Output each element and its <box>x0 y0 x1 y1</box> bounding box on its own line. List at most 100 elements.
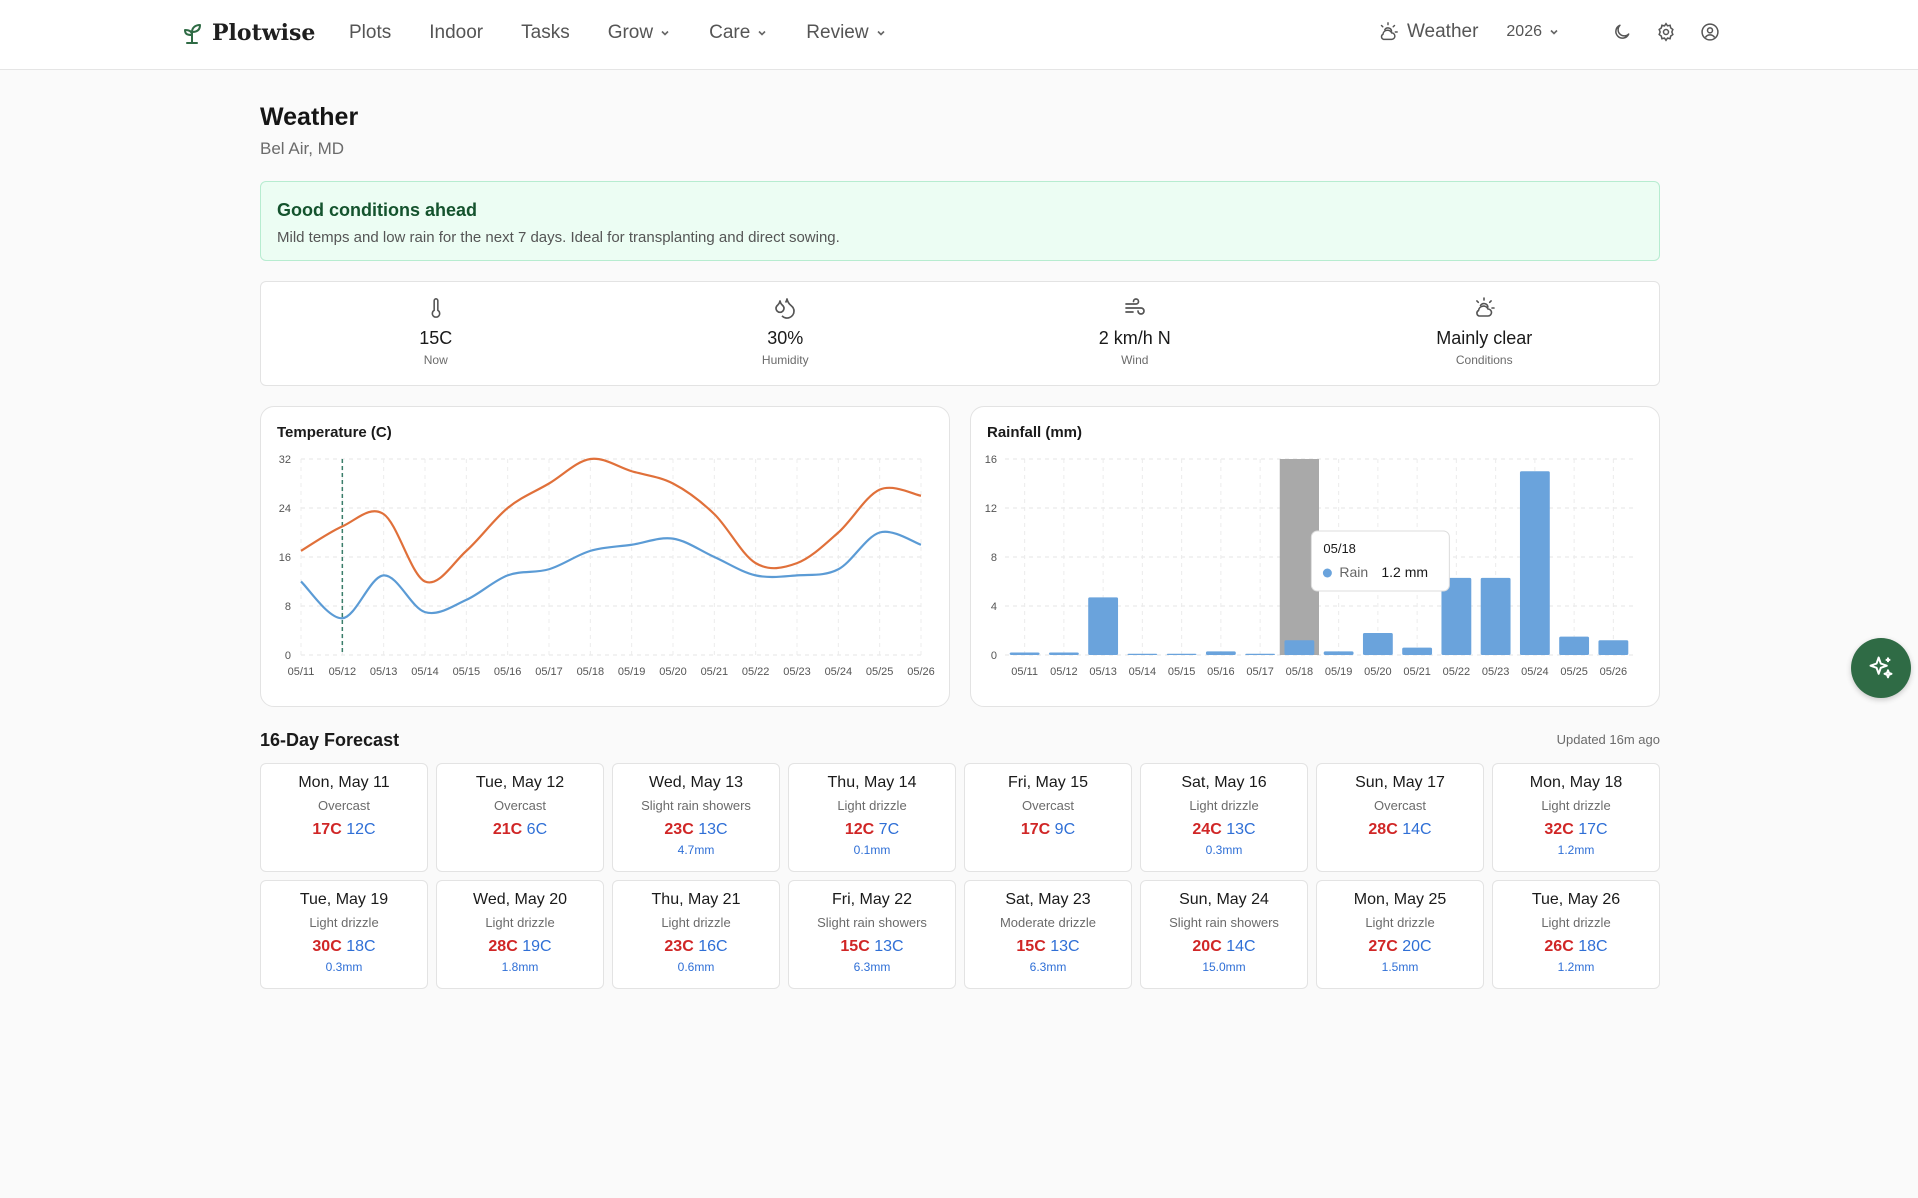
forecast-rain: 6.3mm <box>853 960 891 974</box>
forecast-day-card[interactable]: Mon, May 25 Light drizzle 27C 20C 1.5mm <box>1316 880 1484 989</box>
forecast-high: 17C <box>1020 821 1051 838</box>
forecast-date: Tue, May 26 <box>1531 891 1621 908</box>
brand-name: Plotwise <box>212 20 316 46</box>
stat-now: 15C Now <box>261 282 611 385</box>
x-tick-label: 05/17 <box>535 666 563 678</box>
forecast-grid: Mon, May 11 Overcast 17C 12C Tue, May 12 Ove… <box>260 763 1662 989</box>
chart-tooltip: 05/18 Rain 1.2 mm <box>1310 530 1450 592</box>
forecast-condition: Light drizzle <box>485 915 555 930</box>
thermometer-icon <box>431 298 441 318</box>
top-nav: Plotwise Plots Indoor Tasks Grow Care Re… <box>0 0 1918 70</box>
y-tick-label: 16 <box>985 454 997 466</box>
tooltip-category: 05/18 <box>1323 541 1356 556</box>
forecast-condition: Overcast <box>1373 798 1426 813</box>
assistant-button[interactable] <box>1851 638 1911 698</box>
temperature-chart[interactable]: 0 8 16 24 32 05/11 05/12 05/13 05/14 05/15 05/16 05… <box>261 407 951 708</box>
chevron-down-icon <box>661 30 669 36</box>
nav-dropdown-review[interactable]: Review <box>806 22 886 44</box>
x-tick-label: 05/16 <box>1207 666 1235 678</box>
forecast-day-card[interactable]: Sat, May 23 Moderate drizzle 15C 13C 6.3mm <box>964 880 1132 989</box>
forecast-updated: Updated 16m ago <box>1556 732 1660 747</box>
forecast-condition: Light drizzle <box>661 915 731 930</box>
tooltip-box <box>1310 530 1450 592</box>
forecast-date: Sat, May 16 <box>1181 774 1267 791</box>
nav-dropdown-label: Grow <box>607 22 654 43</box>
forecast-day-card[interactable]: Wed, May 20 Light drizzle 28C 19C 1.8mm <box>436 880 604 989</box>
forecast-day-card[interactable]: Tue, May 12 Overcast 21C 6C <box>436 763 604 872</box>
forecast-high: 12C <box>844 821 875 838</box>
forecast-day-card[interactable]: Wed, May 13 Slight rain showers 23C 13C 4.7… <box>612 763 780 872</box>
chevron-down-icon <box>1550 29 1558 35</box>
x-tick-label: 05/15 <box>1168 666 1196 678</box>
forecast-date: Fri, May 15 <box>1007 774 1088 791</box>
nav-link-plots[interactable]: Plots <box>349 22 392 43</box>
dark-mode-toggle[interactable] <box>1610 20 1634 44</box>
x-tick-label: 05/25 <box>1560 666 1588 678</box>
brand[interactable]: Plotwise <box>180 20 315 46</box>
bar <box>1009 652 1040 655</box>
tooltip-swatch <box>1322 568 1332 578</box>
year-select[interactable]: 2026 <box>1506 23 1560 41</box>
settings-button[interactable] <box>1654 20 1678 44</box>
forecast-day-card[interactable]: Thu, May 14 Light drizzle 12C 7C 0.1mm <box>788 763 956 872</box>
x-tick-label: 05/23 <box>783 666 811 678</box>
forecast-day-card[interactable]: Thu, May 21 Light drizzle 23C 16C 0.6mm <box>612 880 780 989</box>
forecast-date: Tue, May 12 <box>475 774 565 791</box>
forecast-condition: Overcast <box>1021 798 1074 813</box>
forecast-low: 18C <box>346 938 376 955</box>
nav-link-indoor[interactable]: Indoor <box>429 22 484 43</box>
droplets-icon <box>775 298 796 319</box>
stat-label: Wind <box>1121 353 1149 367</box>
forecast-title: 16-Day Forecast <box>260 730 400 750</box>
forecast-high: 23C <box>664 938 694 955</box>
forecast-low: 20C <box>1402 938 1432 955</box>
nav-dropdown-care[interactable]: Care <box>709 22 768 44</box>
forecast-high: 21C <box>492 821 523 838</box>
forecast-date: Thu, May 14 <box>827 774 917 791</box>
account-button[interactable] <box>1698 20 1722 44</box>
x-tick-label: 05/18 <box>1286 666 1314 678</box>
x-tick-label: 05/20 <box>659 666 687 678</box>
stat-label: Conditions <box>1455 353 1513 367</box>
x-tick-label: 05/13 <box>370 666 398 678</box>
forecast-temps: 15C 13C <box>1016 938 1079 956</box>
rainfall-chart-card: Rainfall (mm) 0 4 8 12 16 05/11 05/12 05/13 05/1… <box>970 406 1660 707</box>
forecast-high: 26C <box>1544 938 1574 955</box>
forecast-day-card[interactable]: Sun, May 17 Overcast 28C 14C <box>1316 763 1484 872</box>
rainfall-chart[interactable]: 0 4 8 12 16 05/11 05/12 05/13 05/14 05/15 05/16 05/… <box>971 407 1661 708</box>
forecast-low: 17C <box>1578 821 1608 838</box>
forecast-low: 18C <box>1578 938 1608 955</box>
forecast-low: 7C <box>878 821 900 838</box>
forecast-condition: Slight rain showers <box>817 915 927 930</box>
forecast-condition: Light drizzle <box>1365 915 1435 930</box>
bar <box>1127 653 1158 655</box>
forecast-day-card[interactable]: Tue, May 26 Light drizzle 26C 18C 1.2mm <box>1492 880 1660 989</box>
stat-conditions: Mainly clear Conditions <box>1310 282 1660 385</box>
x-tick-label: 05/22 <box>1443 666 1471 678</box>
forecast-day-card[interactable]: Tue, May 19 Light drizzle 30C 18C 0.3mm <box>260 880 428 989</box>
bar <box>1480 577 1511 655</box>
forecast-day-card[interactable]: Mon, May 18 Light drizzle 32C 17C 1.2mm <box>1492 763 1660 872</box>
forecast-temps: 28C 14C <box>1368 821 1431 839</box>
forecast-low: 13C <box>874 938 904 955</box>
forecast-day-card[interactable]: Fri, May 22 Slight rain showers 15C 13C 6.3… <box>788 880 956 989</box>
nav-link-tasks[interactable]: Tasks <box>521 22 570 43</box>
forecast-day-card[interactable]: Sat, May 16 Light drizzle 24C 13C 0.3mm <box>1140 763 1308 872</box>
forecast-high: 15C <box>1016 938 1046 955</box>
nav-dropdown-grow[interactable]: Grow <box>608 22 671 44</box>
nav-weather-link[interactable]: Weather <box>1377 21 1478 43</box>
forecast-rain: 15.0mm <box>1202 960 1246 974</box>
forecast-date: Thu, May 21 <box>651 891 741 908</box>
series-line-high <box>300 457 922 584</box>
bar <box>1205 651 1236 655</box>
x-tick-label: 05/20 <box>1364 666 1392 678</box>
forecast-day-card[interactable]: Fri, May 15 Overcast 17C 9C <box>964 763 1132 872</box>
x-tick-label: 05/14 <box>1129 666 1157 678</box>
forecast-day-card[interactable]: Sun, May 24 Slight rain showers 20C 14C 15.… <box>1140 880 1308 989</box>
forecast-temps: 27C 20C <box>1368 938 1431 956</box>
forecast-condition: Light drizzle <box>1189 798 1259 813</box>
forecast-day-card[interactable]: Mon, May 11 Overcast 17C 12C <box>260 763 428 872</box>
forecast-temps: 15C 13C <box>840 938 903 956</box>
forecast-rain: 1.8mm <box>501 960 539 974</box>
forecast-low: 19C <box>522 938 552 955</box>
